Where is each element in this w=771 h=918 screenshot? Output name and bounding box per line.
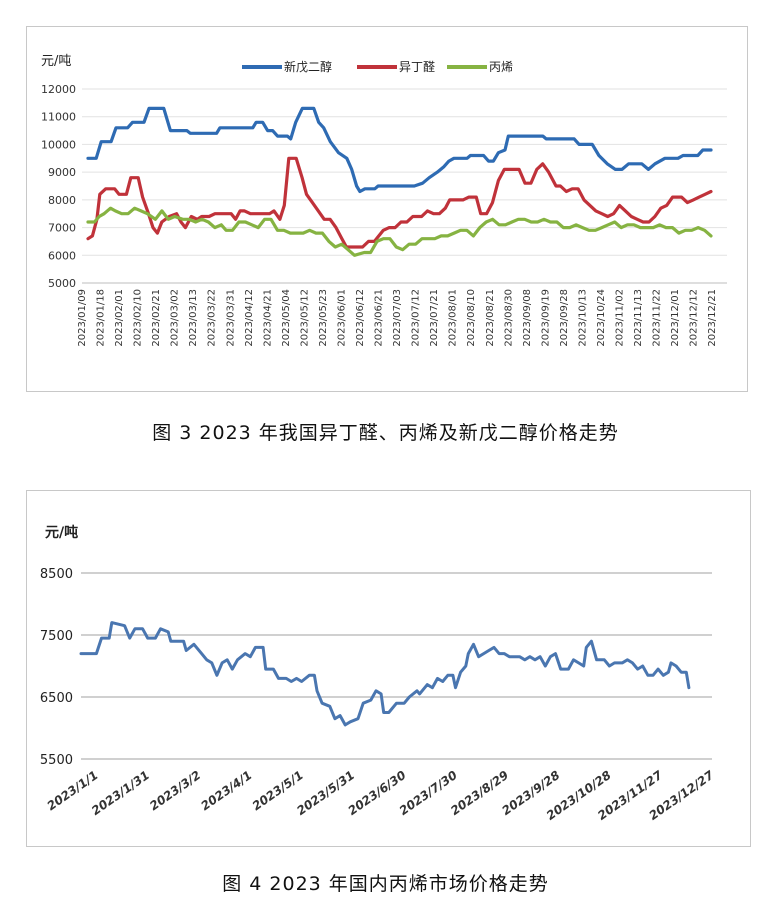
x-tick-label: 2023/02/21: [151, 289, 162, 347]
legend-label-1: 异丁醛: [399, 59, 435, 74]
x-tick-label: 2023/07/03: [392, 289, 403, 347]
x-tick-label: 2023/07/21: [429, 289, 440, 347]
y-tick-label: 6500: [40, 691, 73, 706]
chart-panel-fig3: 5000 6000 7000 8000 9000 10000 11000 12000 2023/…: [26, 26, 748, 392]
x-tick-label: 2023/3/2: [147, 768, 203, 813]
x-tick-label: 2023/4/1: [198, 768, 254, 813]
x-tick-label: 2023/07/12: [411, 289, 422, 347]
x-tick-label: 2023/06/21: [374, 289, 385, 347]
x-tick-label: 2023/02/10: [133, 289, 144, 347]
x-tick-label: 2023/09/08: [522, 289, 533, 347]
x-tick-label: 2023/05/12: [299, 289, 310, 347]
x-tick-label: 2023/05/04: [281, 289, 292, 347]
y-tick-label: 7500: [40, 629, 73, 644]
x-tick-label: 2023/12/01: [670, 289, 681, 347]
y-tick-label: 8500: [40, 567, 73, 582]
series-line-2: [86, 206, 713, 257]
y-tick-label: 6000: [48, 249, 76, 262]
x-tick-label: 2023/08/10: [466, 289, 477, 347]
y-tick-label: 9000: [48, 166, 76, 179]
x-tick-label: 2023/09/28: [559, 289, 570, 347]
x-tick-label: 2023/01/18: [96, 289, 107, 347]
y-tick-label: 11000: [41, 111, 76, 124]
x-tick-label: 2023/06/12: [355, 289, 366, 347]
x-tick-label: 2023/1/31: [89, 768, 152, 818]
x-tick-label: 2023/03/31: [225, 289, 236, 347]
x-tick-label: 2023/05/23: [318, 289, 329, 347]
chart-fig3: 5000 6000 7000 8000 9000 10000 11000 12000 2023/…: [41, 54, 727, 347]
x-tick-label: 2023/10/13: [577, 289, 588, 347]
y-axis-unit: 元/吨: [41, 54, 71, 69]
x-tick-label: 2023/04/21: [262, 289, 273, 347]
x-tick-label: 2023/08/30: [503, 289, 514, 347]
y-tick-label: 10000: [41, 138, 76, 151]
x-tick-label: 2023/10/24: [596, 289, 607, 347]
y-tick-label: 12000: [41, 83, 76, 96]
y-tick-label: 8000: [48, 194, 76, 207]
y-tick-label: 7000: [48, 222, 76, 235]
chart-panel-fig4: 5500 6500 7500 8500 2023/1/1 2023/1/31 2023/3/…: [26, 490, 751, 847]
x-tick-label: 2023/03/13: [188, 289, 199, 347]
x-tick-label: 2023/11/13: [633, 289, 644, 347]
figure-caption-4: 图 4 2023 年国内丙烯市场价格走势: [222, 873, 549, 895]
x-tick-label: 2023/06/01: [336, 289, 347, 347]
x-tick-label: 2023/08/21: [485, 289, 496, 347]
x-tick-label: 2023/12/12: [689, 289, 700, 347]
legend-label-2: 丙烯: [489, 60, 513, 74]
x-tick-label: 2023/11/22: [652, 289, 663, 347]
x-tick-label: 2023/12/21: [707, 289, 718, 347]
x-tick-label: 2023/01/09: [77, 289, 88, 347]
x-tick-label: 2023/08/01: [448, 289, 459, 347]
y-tick-label: 5000: [48, 277, 76, 290]
x-tick-label: 2023/04/12: [244, 289, 255, 347]
y-tick-label: 5500: [40, 753, 73, 768]
x-tick-label: 2023/03/02: [170, 289, 181, 347]
series-line-1: [86, 156, 713, 249]
series-line-0: [86, 106, 713, 194]
chart-fig4: 55006500750085002023/1/12023/1/312023/3/…: [40, 524, 717, 823]
y-axis-unit: 元/吨: [45, 524, 78, 541]
x-tick-label: 2023/02/01: [114, 289, 125, 347]
x-tick-label: 2023/11/02: [615, 289, 626, 347]
series-line-0: [79, 621, 691, 727]
figure-caption-3: 图 3 2023 年我国异丁醛、丙烯及新戊二醇价格走势: [152, 422, 619, 444]
x-tick-label: 2023/03/22: [207, 289, 218, 347]
legend-label-0: 新戊二醇: [284, 59, 332, 74]
x-tick-label: 2023/09/19: [540, 289, 551, 347]
